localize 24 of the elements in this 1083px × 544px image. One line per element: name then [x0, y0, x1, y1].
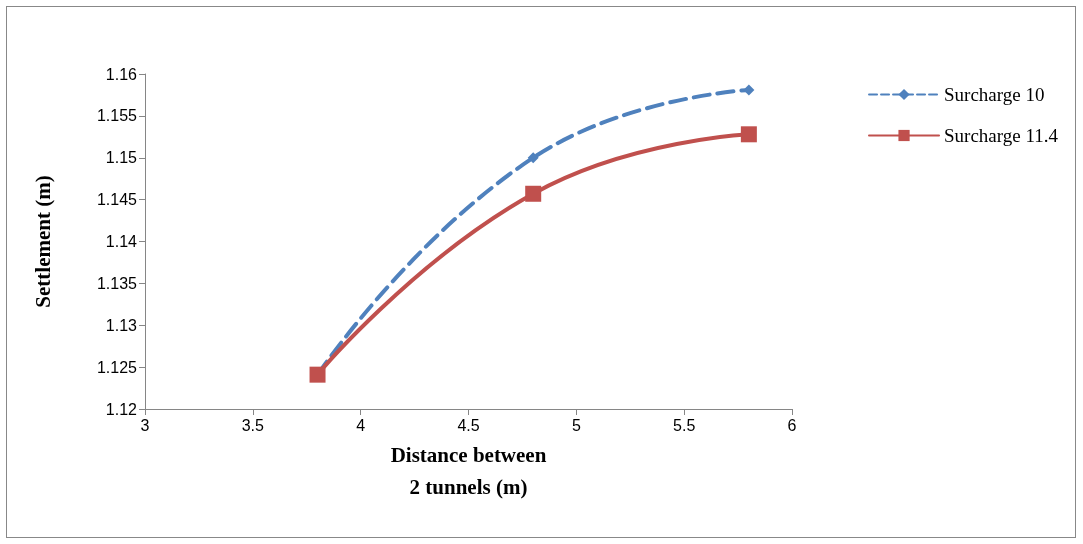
- y-tick-label: 1.135: [96, 274, 138, 292]
- y-tick-label: 1.13: [105, 316, 138, 334]
- point: [743, 84, 755, 96]
- y-tick-label: 1.145: [96, 191, 138, 209]
- legend-label: Surcharge 11.4: [944, 125, 1059, 146]
- x-tick-label: 4.5: [457, 416, 480, 434]
- x-tick-label: 5.5: [673, 416, 696, 434]
- y-tick-label: 1.16: [105, 65, 138, 83]
- y-tick-label: 1.125: [96, 358, 138, 376]
- x-tick-label: 5: [571, 416, 581, 434]
- y-tick-label: 1.155: [96, 107, 138, 125]
- legend-label: Surcharge 10: [944, 84, 1045, 105]
- point: [525, 185, 542, 202]
- x-tick-label: 4: [356, 416, 366, 434]
- y-tick-label: 1.15: [105, 149, 138, 167]
- y-axis-title: Settlement (m): [30, 175, 55, 308]
- x-tick-label: 3: [140, 416, 150, 434]
- y-tick-label: 1.12: [105, 400, 138, 418]
- x-tick-label: 3.5: [241, 416, 265, 434]
- x-axis-title: Distance between 2 tunnels (m): [390, 443, 547, 499]
- y-tick-label: 1.14: [105, 233, 138, 250]
- point: [740, 126, 757, 143]
- point: [527, 152, 539, 164]
- x-tick-label: 6: [787, 416, 797, 434]
